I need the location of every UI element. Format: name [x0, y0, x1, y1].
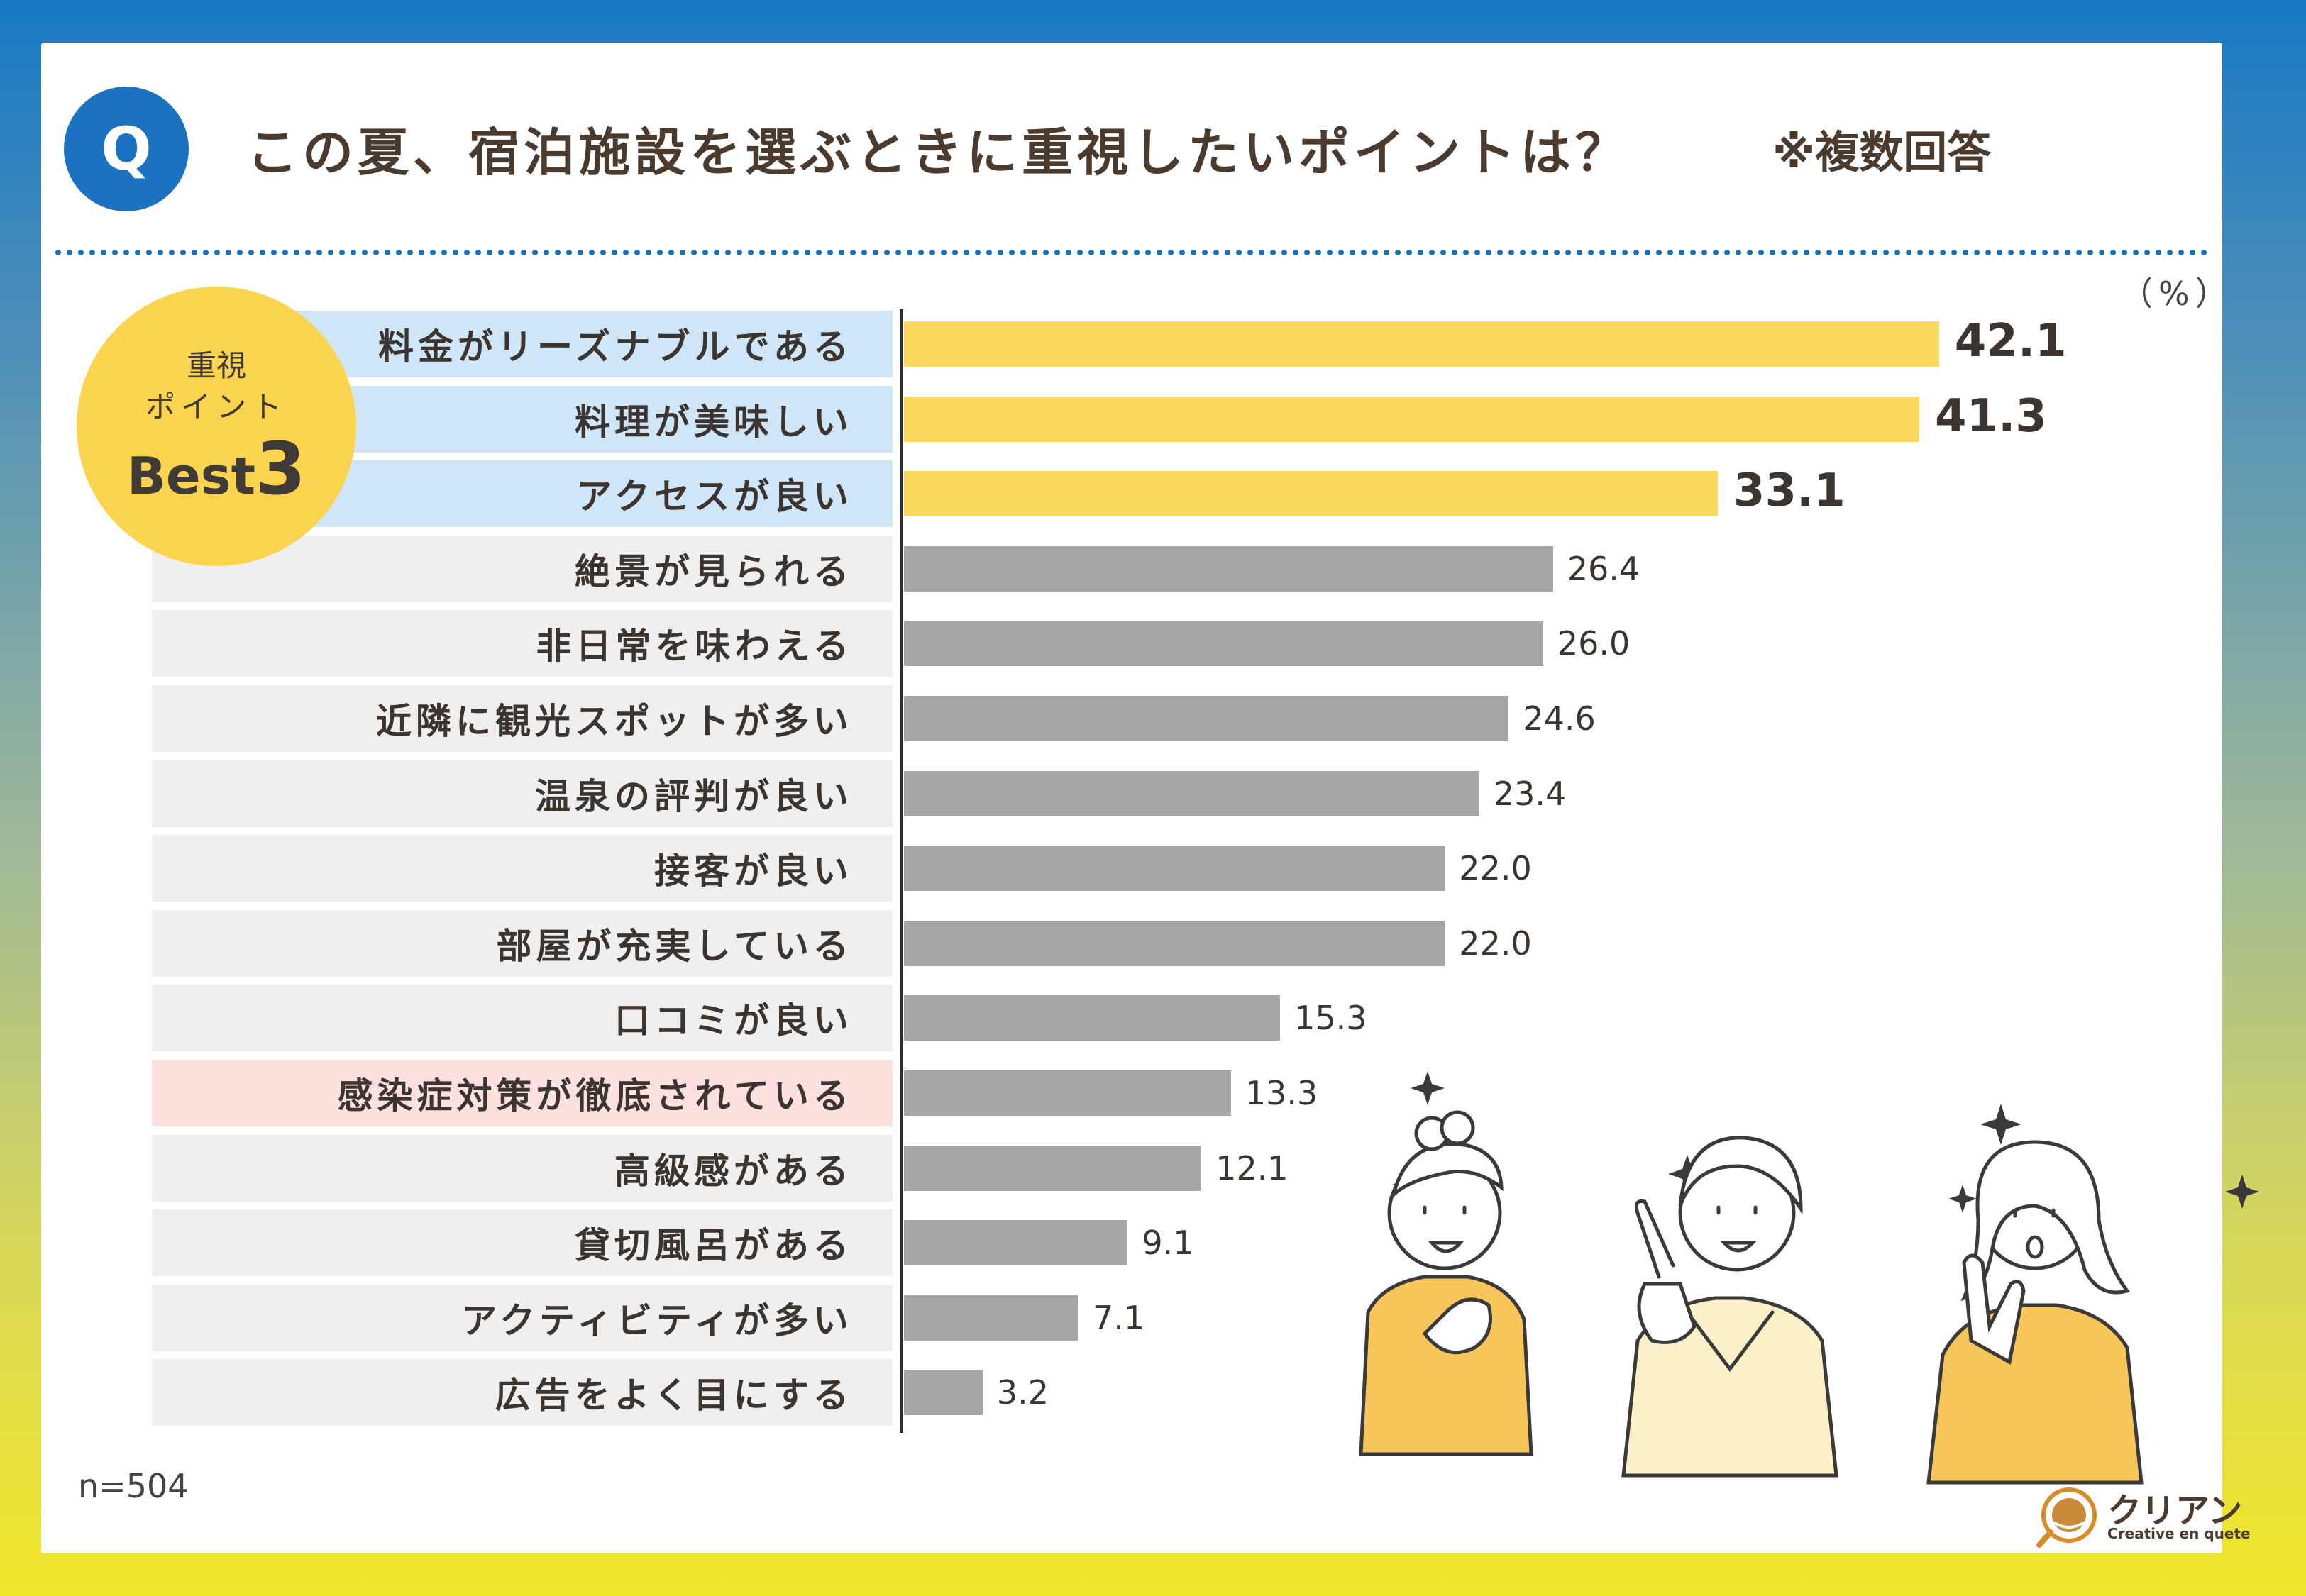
- unit-label: （%）: [2120, 275, 2234, 313]
- category-label: 温泉の評判が良い: [152, 760, 893, 827]
- value-label: 26.4: [1567, 549, 1640, 588]
- bar: [904, 471, 1718, 517]
- best3-line3: Best3: [77, 427, 356, 511]
- category-label: 部屋が充実している: [152, 909, 893, 977]
- value-label: 13.3: [1245, 1074, 1318, 1112]
- value-label: 9.1: [1142, 1224, 1194, 1263]
- category-label: 接客が良い: [152, 835, 893, 902]
- logo-name: クリアン: [2107, 1491, 2243, 1531]
- best3-number: 3: [255, 427, 306, 511]
- bar: [904, 1370, 983, 1416]
- value-label: 3.2: [996, 1373, 1049, 1412]
- bar: [904, 396, 1920, 442]
- logo-subtitle: Creative en quete: [2107, 1525, 2251, 1542]
- value-label: 26.0: [1557, 624, 1631, 663]
- value-label: 22.0: [1459, 924, 1532, 963]
- bar: [904, 696, 1509, 741]
- woman-middle: [1621, 1136, 1838, 1478]
- category-label: 高級感がある: [152, 1134, 893, 1202]
- category-label: 絶景が見られる: [152, 535, 893, 602]
- best3-line2: ポイント: [145, 389, 287, 424]
- bar: [904, 846, 1445, 892]
- question-badge: Q: [64, 87, 189, 211]
- magnifier-logo-icon: [2036, 1487, 2097, 1548]
- category-label: 近隣に観光スポットが多い: [152, 685, 893, 752]
- bar: [904, 770, 1479, 816]
- category-label: 口コミが良い: [152, 985, 893, 1052]
- sparkle-icons: [1392, 1071, 2259, 1213]
- value-label: 22.0: [1459, 849, 1532, 888]
- value-label: 41.3: [1935, 389, 2047, 443]
- sample-size: n=504: [78, 1467, 189, 1505]
- chart-title: この夏、宿泊施設を選ぶときに重視したいポイントは？: [247, 123, 1631, 182]
- best3-line1: 重視: [186, 348, 246, 383]
- value-label: 23.4: [1493, 774, 1567, 813]
- value-label: 24.6: [1523, 699, 1596, 738]
- multiple-answer-note: ※複数回答: [1772, 126, 1992, 178]
- category-label: 感染症対策が徹底されている: [152, 1060, 893, 1126]
- category-label: アクティビティが多い: [152, 1284, 893, 1351]
- value-label: 42.1: [1954, 315, 2067, 367]
- category-label: 広告をよく目にする: [152, 1359, 893, 1426]
- dotted-divider: [55, 250, 2208, 255]
- bar: [904, 621, 1543, 667]
- best3-badge: 重視 ポイント Best3: [77, 287, 356, 566]
- value-label: 33.1: [1733, 465, 1846, 518]
- bar: [904, 1145, 1202, 1191]
- bar: [904, 1295, 1078, 1341]
- bar: [904, 545, 1553, 592]
- woman-left: [1359, 1110, 1533, 1456]
- woman-right: [1926, 1140, 2144, 1485]
- bar: [904, 1070, 1231, 1116]
- value-label: 12.1: [1215, 1148, 1289, 1187]
- category-label: 貸切風呂がある: [152, 1209, 893, 1277]
- three-women-illustration: [1359, 1071, 2259, 1485]
- bar: [904, 1220, 1128, 1266]
- best3-word: Best: [127, 446, 255, 506]
- y-axis-line: [900, 309, 903, 1433]
- value-label: 7.1: [1093, 1298, 1145, 1337]
- value-label: 15.3: [1294, 999, 1367, 1038]
- bar: [904, 920, 1445, 966]
- company-logo: クリアン Creative en quete: [2035, 1483, 2251, 1548]
- bar: [904, 995, 1281, 1041]
- category-label: 非日常を味わえる: [152, 610, 893, 677]
- bar: [904, 321, 1939, 367]
- chart-card: Q この夏、宿泊施設を選ぶときに重視したいポイントは？ ※複数回答 （%） 重視…: [41, 43, 2259, 1553]
